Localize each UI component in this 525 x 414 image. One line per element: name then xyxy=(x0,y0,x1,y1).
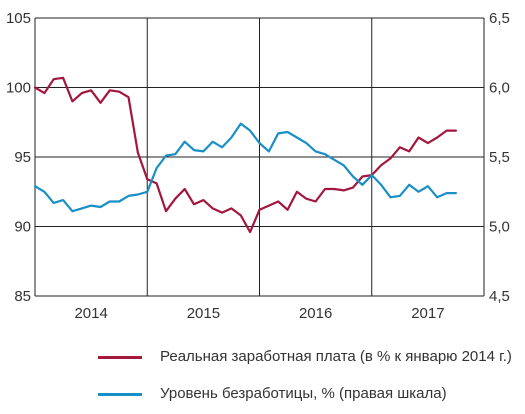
legend-item-unemployment: Уровень безработицы, % (правая шкала) xyxy=(98,383,518,405)
y-right-tick-label: 4,5 xyxy=(489,288,510,305)
y-left-tick-label: 90 xyxy=(14,219,31,236)
chart-axes xyxy=(34,18,485,296)
y-right-tick-label: 6,0 xyxy=(489,80,510,97)
y-right-tick-label: 5,5 xyxy=(489,149,510,166)
chart-series xyxy=(33,76,457,234)
chart-tick-labels: 85 90 95 100 105 4,5 5,0 5,5 6,0 6,5 2014 2015 2016 2… xyxy=(6,10,510,322)
legend-label-unemployment: Уровень безработицы, % (правая шкала) xyxy=(160,385,447,402)
legend-swatch-wage xyxy=(98,356,142,359)
legend-swatch-unemployment xyxy=(98,393,142,396)
y-left-tick-label: 85 xyxy=(14,288,31,305)
x-year-label: 2015 xyxy=(187,305,220,322)
y-left-tick-label: 95 xyxy=(14,149,31,166)
x-year-label: 2017 xyxy=(411,305,444,322)
y-right-tick-label: 5,0 xyxy=(489,219,510,236)
y-left-tick-label: 100 xyxy=(6,80,31,97)
series-line-unemployment xyxy=(33,122,457,213)
x-year-label: 2016 xyxy=(299,305,332,322)
legend-label-wage: Реальная заработная плата (в % к январю … xyxy=(160,348,512,365)
y-right-tick-label: 6,5 xyxy=(489,10,510,27)
series-line-wage xyxy=(33,76,457,234)
x-year-label: 2014 xyxy=(74,305,107,322)
legend-item-wage: Реальная заработная плата (в % к январю … xyxy=(98,346,518,368)
y-left-tick-label: 105 xyxy=(6,10,31,27)
chart-grid xyxy=(35,17,484,297)
line-chart: 85 90 95 100 105 4,5 5,0 5,5 6,0 6,5 2014 2015 2016 2… xyxy=(6,10,510,322)
